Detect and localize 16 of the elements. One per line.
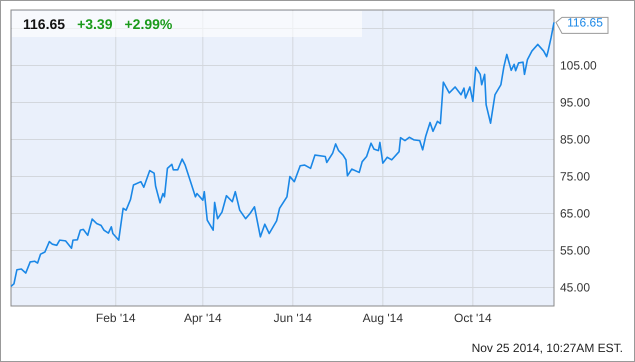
x-tick-label: Feb '14	[96, 311, 136, 325]
y-tick-label: 85.00	[560, 132, 590, 147]
y-tick-label: 65.00	[560, 206, 590, 221]
y-tick-label: 95.00	[560, 96, 590, 110]
text: Nov 25 2014, 10:27AM EST.	[472, 341, 623, 355]
y-tick-label: 75.00	[560, 170, 590, 184]
y-tick-label: 105.00	[560, 58, 598, 73]
x-tick-label: Jun '14	[274, 311, 312, 325]
chart-title: 116.65	[23, 16, 66, 32]
y-tick-label: 45.00	[560, 280, 590, 295]
x-tick-label: Apr '14	[184, 311, 222, 325]
chart-subtitle: +3.39 +2.99%	[77, 16, 173, 32]
annotation: 116.65	[567, 16, 604, 30]
x-tick-label: Aug '14	[362, 311, 404, 325]
x-tick-label: Oct '14	[454, 311, 492, 325]
y-tick-label: 55.00	[560, 244, 590, 258]
